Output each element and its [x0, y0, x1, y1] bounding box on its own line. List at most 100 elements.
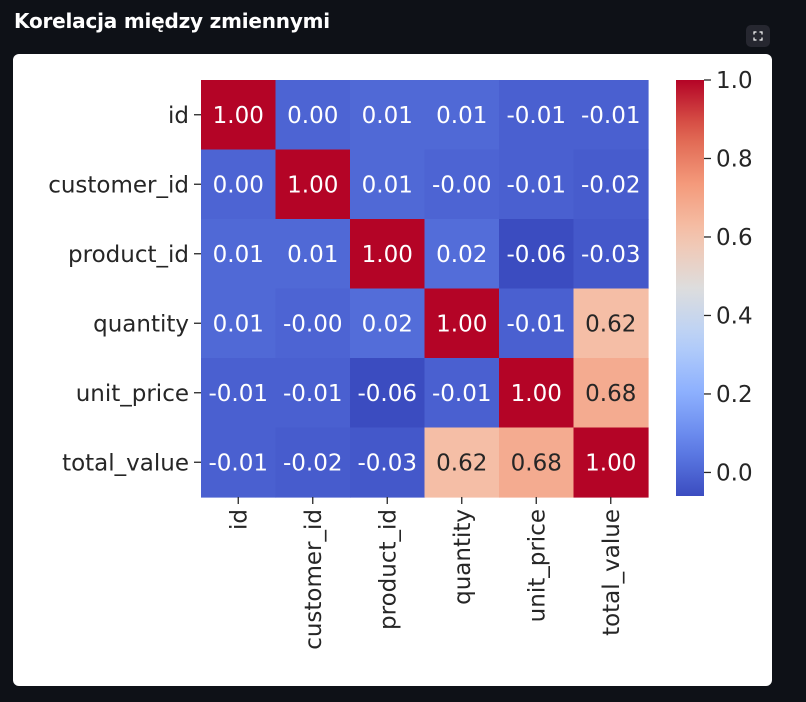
heatmap-cell — [499, 427, 575, 498]
heatmap-cell — [350, 358, 426, 429]
column-label: product_id — [375, 509, 401, 630]
heatmap-cell — [275, 219, 351, 290]
heatmap-cell — [275, 149, 351, 220]
heatmap-cell — [573, 80, 649, 151]
row-label: total_value — [62, 450, 189, 476]
heatmap-cell — [499, 358, 575, 429]
cell-value-label: -0.00 — [432, 172, 492, 198]
heatmap-cell — [350, 219, 426, 290]
heatmap-cell — [201, 427, 277, 498]
correlation-heatmap: 1.00 0.00 0.01 0.01 -0.01 -0.01 0.00 1.00 0.01 -0… — [48, 68, 753, 650]
cell-value-label: 1.00 — [436, 311, 487, 337]
colorbar: 0.0 0.2 0.4 0.6 0.8 1.0 — [676, 68, 753, 496]
column-label: customer_id — [301, 509, 327, 650]
heatmap-cell — [573, 219, 649, 290]
cell-value-label: 0.01 — [287, 242, 338, 268]
cell-value-label: 0.01 — [213, 311, 264, 337]
heatmap-cell — [499, 149, 575, 220]
cell-value-label: -0.00 — [283, 311, 343, 337]
cell-value-label: 1.00 — [585, 450, 636, 476]
expand-icon — [753, 31, 763, 41]
colorbar-gradient — [676, 80, 704, 496]
cell-value-label: 0.02 — [362, 311, 413, 337]
column-label: total_value — [599, 509, 625, 636]
cell-value-label: 0.62 — [436, 450, 487, 476]
heatmap-cell — [350, 80, 426, 151]
colorbar-tick-label: 0.0 — [716, 460, 753, 486]
page-title: Korelacja między zmiennymi — [14, 9, 330, 33]
cell-value-label: 0.00 — [287, 103, 338, 129]
cell-value-label: 1.00 — [362, 242, 413, 268]
heatmap-cell — [201, 219, 277, 290]
heatmap-cell — [499, 80, 575, 151]
column-label: unit_price — [524, 509, 550, 622]
cell-value-label: 0.02 — [436, 242, 487, 268]
cell-value-label: 0.68 — [511, 450, 562, 476]
heatmap-cell — [573, 427, 649, 498]
row-label: id — [168, 103, 189, 129]
chart-card: 1.00 0.00 0.01 0.01 -0.01 -0.01 0.00 1.00 0.01 -0… — [13, 54, 772, 686]
cell-value-label: 0.01 — [213, 242, 264, 268]
colorbar-tick-label: 1.0 — [716, 68, 753, 94]
heatmap-cell — [275, 80, 351, 151]
cell-value-label: -0.01 — [506, 103, 566, 129]
cell-value-label: -0.06 — [357, 381, 417, 407]
heatmap-cell — [424, 427, 500, 498]
heatmap-cell — [201, 149, 277, 220]
fullscreen-button[interactable] — [746, 25, 770, 47]
cell-value-label: -0.03 — [581, 242, 641, 268]
colorbar-tick-label: 0.2 — [716, 382, 753, 408]
heatmap-cell — [573, 149, 649, 220]
cell-value-label: -0.01 — [581, 103, 641, 129]
cell-value-label: -0.03 — [357, 450, 417, 476]
heatmap-cell — [201, 288, 277, 359]
colorbar-tick-label: 0.6 — [716, 225, 753, 251]
heatmap-cell — [350, 288, 426, 359]
cell-value-label: -0.01 — [432, 381, 492, 407]
cell-value-label: -0.02 — [581, 172, 641, 198]
heatmap-cell — [201, 80, 277, 151]
heatmap-cell — [350, 427, 426, 498]
cell-value-label: -0.01 — [283, 381, 343, 407]
cell-value-label: -0.01 — [506, 311, 566, 337]
row-label: quantity — [93, 311, 189, 337]
row-labels: id customer_id product_id quantity unit_pric… — [48, 103, 201, 476]
cell-value-label: 1.00 — [511, 381, 562, 407]
cell-value-label: 0.01 — [362, 103, 413, 129]
heatmap-cell — [275, 288, 351, 359]
row-label: product_id — [68, 242, 189, 268]
heatmap-cell — [275, 427, 351, 498]
heatmap-cell — [573, 288, 649, 359]
cell-value-label: -0.06 — [506, 242, 566, 268]
colorbar-tick-label: 0.4 — [716, 303, 753, 329]
cell-value-label: -0.02 — [283, 450, 343, 476]
heatmap-cell — [424, 288, 500, 359]
cell-value-label: 0.00 — [213, 172, 264, 198]
heatmap-cell — [573, 358, 649, 429]
cell-value-label: -0.01 — [208, 450, 268, 476]
heatmap-cell — [275, 358, 351, 429]
heatmap-cell — [424, 80, 500, 151]
heatmap-cell — [499, 219, 575, 290]
column-label: id — [226, 509, 252, 530]
column-labels: id customer_id product_id quantity unit_pric… — [226, 497, 625, 650]
heatmap-cell — [424, 149, 500, 220]
cell-value-label: 0.01 — [436, 103, 487, 129]
row-label: unit_price — [76, 381, 189, 407]
heatmap-cell — [424, 358, 500, 429]
cell-value-label: -0.01 — [506, 172, 566, 198]
column-label: quantity — [450, 509, 476, 605]
cell-value-label: 0.01 — [362, 172, 413, 198]
heatmap-cell — [350, 149, 426, 220]
row-label: customer_id — [48, 172, 189, 198]
cell-value-label: 0.68 — [585, 381, 636, 407]
cell-value-label: 1.00 — [287, 172, 338, 198]
cell-value-label: -0.01 — [208, 381, 268, 407]
heatmap-cell — [499, 288, 575, 359]
heatmap-cell — [201, 358, 277, 429]
heatmap-cells: 1.00 0.00 0.01 0.01 -0.01 -0.01 0.00 1.00 0.01 -0… — [201, 80, 649, 498]
colorbar-tick-label: 0.8 — [716, 146, 753, 172]
cell-value-label: 0.62 — [585, 311, 636, 337]
heatmap-cell — [424, 219, 500, 290]
cell-value-label: 1.00 — [213, 103, 264, 129]
